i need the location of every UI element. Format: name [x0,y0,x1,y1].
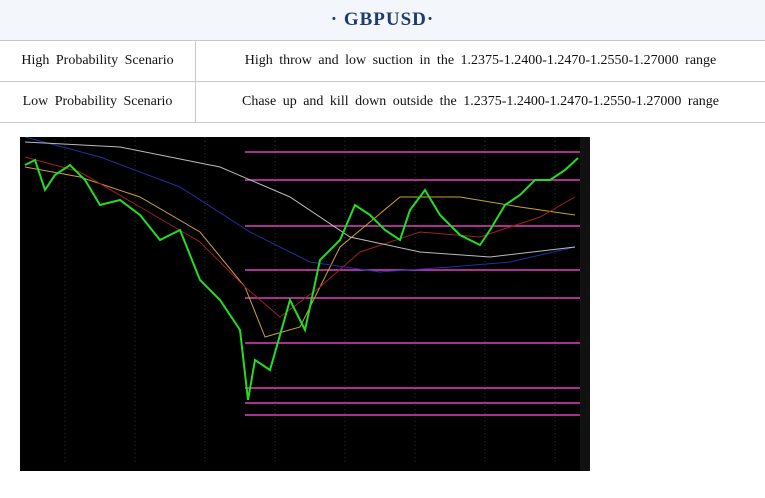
table-cell: High Probability Scenario [0,40,196,82]
scenario-table: High Probability Scenario High throw and… [0,40,765,123]
price-scale [580,137,590,471]
moving-average [24,141,576,258]
moving-average [24,156,576,318]
chart-image [20,136,590,476]
level-lines [245,151,580,416]
price-chart [20,136,590,471]
price-line [24,157,579,401]
moving-average [24,136,576,273]
table-row: High Probability Scenario High throw and… [0,40,765,82]
table-cell: High throw and low suction in the 1.2375… [195,40,765,82]
moving-average [24,166,576,338]
page-title: · GBPUSD· [0,0,765,40]
table-row: Low Probability Scenario Chase up and ki… [0,81,765,123]
table-cell: Low Probability Scenario [0,81,196,123]
table-cell: Chase up and kill down outside the 1.237… [195,81,765,123]
